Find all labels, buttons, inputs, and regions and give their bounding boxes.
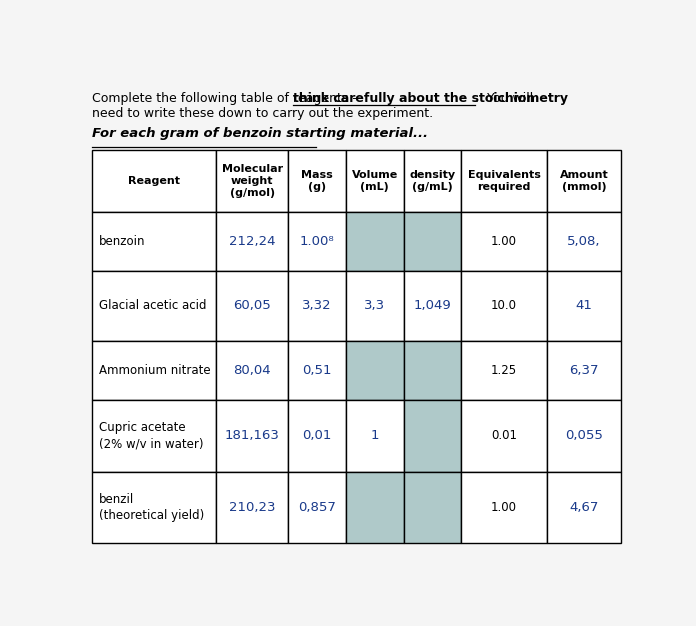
- Text: Reagent: Reagent: [128, 176, 180, 186]
- Bar: [346, 472, 404, 543]
- Text: 0.01: 0.01: [491, 429, 517, 443]
- Bar: [461, 270, 546, 341]
- Text: 3,3: 3,3: [364, 299, 385, 312]
- Text: For each gram of benzoin starting material...: For each gram of benzoin starting materi…: [93, 126, 429, 140]
- Text: need to write these down to carry out the experiment.: need to write these down to carry out th…: [93, 108, 434, 120]
- Text: benzoin: benzoin: [99, 235, 145, 248]
- Text: density
(g/mL): density (g/mL): [409, 170, 455, 192]
- Text: 1,049: 1,049: [413, 299, 451, 312]
- Bar: [288, 270, 346, 341]
- Text: 181,163: 181,163: [225, 429, 280, 443]
- Bar: [404, 270, 461, 341]
- Bar: [546, 341, 621, 399]
- Bar: [461, 212, 546, 270]
- Text: Amount
(mmol): Amount (mmol): [560, 170, 608, 192]
- Bar: [461, 472, 546, 543]
- Bar: [93, 212, 216, 270]
- Bar: [288, 472, 346, 543]
- Bar: [461, 341, 546, 399]
- Text: 4,67: 4,67: [569, 501, 599, 514]
- Bar: [404, 341, 461, 399]
- Bar: [93, 399, 216, 472]
- Bar: [216, 212, 288, 270]
- Text: 60,05: 60,05: [233, 299, 271, 312]
- Bar: [216, 270, 288, 341]
- Bar: [288, 150, 346, 212]
- Bar: [288, 341, 346, 399]
- Bar: [288, 212, 346, 270]
- Bar: [404, 150, 461, 212]
- Bar: [546, 472, 621, 543]
- Text: 3,32: 3,32: [302, 299, 331, 312]
- Text: 5,08,: 5,08,: [567, 235, 601, 248]
- Text: Volume
(mL): Volume (mL): [351, 170, 397, 192]
- Text: Equivalents
required: Equivalents required: [468, 170, 540, 192]
- Bar: [461, 150, 546, 212]
- Text: 41: 41: [576, 299, 592, 312]
- Text: Glacial acetic acid: Glacial acetic acid: [99, 299, 207, 312]
- Bar: [546, 150, 621, 212]
- Bar: [346, 212, 404, 270]
- Bar: [404, 399, 461, 472]
- Bar: [346, 270, 404, 341]
- Bar: [216, 341, 288, 399]
- Bar: [216, 472, 288, 543]
- Text: Cupric acetate
(2% w/v in water): Cupric acetate (2% w/v in water): [99, 421, 203, 450]
- Text: 1.25: 1.25: [491, 364, 517, 377]
- Text: 0,51: 0,51: [302, 364, 331, 377]
- Text: 0,055: 0,055: [565, 429, 603, 443]
- Bar: [346, 150, 404, 212]
- Text: 1.00: 1.00: [491, 501, 517, 514]
- Text: 0,857: 0,857: [298, 501, 335, 514]
- Bar: [93, 472, 216, 543]
- Text: Ammonium nitrate: Ammonium nitrate: [99, 364, 210, 377]
- Bar: [288, 399, 346, 472]
- Bar: [346, 399, 404, 472]
- Bar: [346, 341, 404, 399]
- Text: 210,23: 210,23: [229, 501, 276, 514]
- Text: 1.00: 1.00: [491, 235, 517, 248]
- Text: 1: 1: [370, 429, 379, 443]
- Bar: [216, 150, 288, 212]
- Bar: [461, 399, 546, 472]
- Text: .  You will: . You will: [475, 92, 533, 105]
- Text: 10.0: 10.0: [491, 299, 517, 312]
- Bar: [216, 399, 288, 472]
- Text: 6,37: 6,37: [569, 364, 599, 377]
- Text: 212,24: 212,24: [229, 235, 276, 248]
- Bar: [404, 212, 461, 270]
- Text: Mass
(g): Mass (g): [301, 170, 333, 192]
- Bar: [93, 150, 216, 212]
- Bar: [546, 399, 621, 472]
- Bar: [546, 270, 621, 341]
- Text: Molecular
weight
(g/mol): Molecular weight (g/mol): [221, 163, 283, 198]
- Text: 1.00⁸: 1.00⁸: [299, 235, 334, 248]
- Bar: [546, 212, 621, 270]
- Text: think carefully about the stoichiometry: think carefully about the stoichiometry: [293, 92, 568, 105]
- Text: 80,04: 80,04: [233, 364, 271, 377]
- Bar: [404, 472, 461, 543]
- Text: 0,01: 0,01: [302, 429, 331, 443]
- Bar: [93, 341, 216, 399]
- Text: benzil
(theoretical yield): benzil (theoretical yield): [99, 493, 204, 522]
- Text: Complete the following table of reagents –: Complete the following table of reagents…: [93, 92, 363, 105]
- Bar: [93, 270, 216, 341]
